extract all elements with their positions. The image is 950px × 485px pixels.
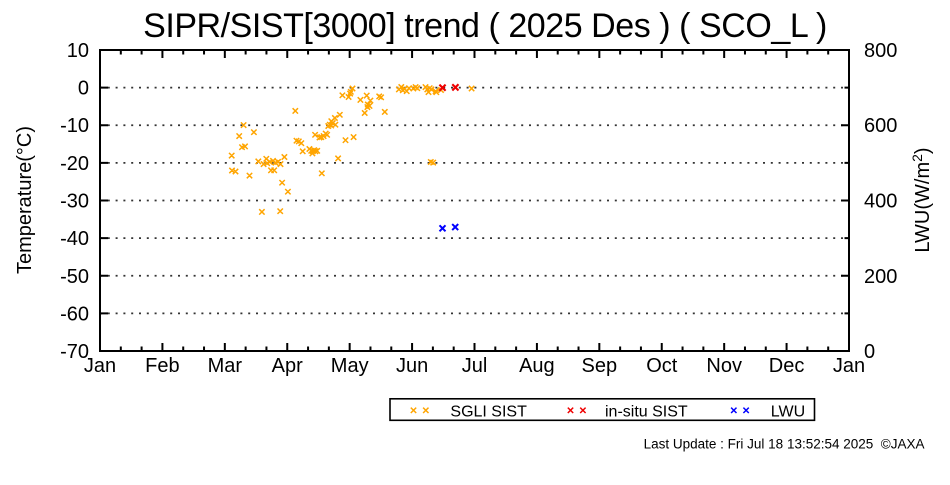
- svg-text:800: 800: [864, 40, 897, 62]
- svg-text:600: 600: [864, 115, 897, 137]
- svg-text:LWU(W/m2): LWU(W/m2): [909, 147, 934, 252]
- svg-text:SIPR/SIST[3000] trend ( 2025 D: SIPR/SIST[3000] trend ( 2025 Des ) ( SCO…: [143, 7, 827, 45]
- svg-text:-30: -30: [60, 191, 89, 213]
- svg-text:Mar: Mar: [208, 355, 243, 377]
- svg-text:Sep: Sep: [582, 355, 618, 377]
- svg-text:May: May: [331, 355, 369, 377]
- svg-text:-50: -50: [60, 266, 89, 288]
- svg-text:0: 0: [864, 341, 875, 363]
- svg-text:LWU: LWU: [771, 403, 805, 420]
- svg-text:Oct: Oct: [646, 355, 678, 377]
- svg-text:Feb: Feb: [145, 355, 179, 377]
- svg-text:-60: -60: [60, 303, 89, 325]
- svg-text:Last Update : Fri Jul 18 13:52: Last Update : Fri Jul 18 13:52:54 2025 ©…: [644, 437, 925, 452]
- svg-text:Apr: Apr: [272, 355, 303, 377]
- svg-text:Nov: Nov: [706, 355, 742, 377]
- svg-text:-70: -70: [60, 341, 89, 363]
- svg-text:10: 10: [67, 40, 89, 62]
- svg-text:Aug: Aug: [519, 355, 555, 377]
- svg-text:200: 200: [864, 266, 897, 288]
- svg-text:Temperature(°C): Temperature(°C): [14, 126, 36, 274]
- svg-text:Jun: Jun: [396, 355, 428, 377]
- svg-text:Dec: Dec: [769, 355, 805, 377]
- svg-text:0: 0: [78, 78, 89, 100]
- svg-text:-20: -20: [60, 153, 89, 175]
- svg-text:-10: -10: [60, 115, 89, 137]
- svg-text:in-situ SIST: in-situ SIST: [605, 403, 688, 420]
- svg-text:Jan: Jan: [833, 355, 865, 377]
- svg-text:SGLI SIST: SGLI SIST: [450, 403, 527, 420]
- svg-text:Jul: Jul: [462, 355, 488, 377]
- svg-text:Jan: Jan: [84, 355, 116, 377]
- svg-text:-40: -40: [60, 228, 89, 250]
- svg-text:400: 400: [864, 191, 897, 213]
